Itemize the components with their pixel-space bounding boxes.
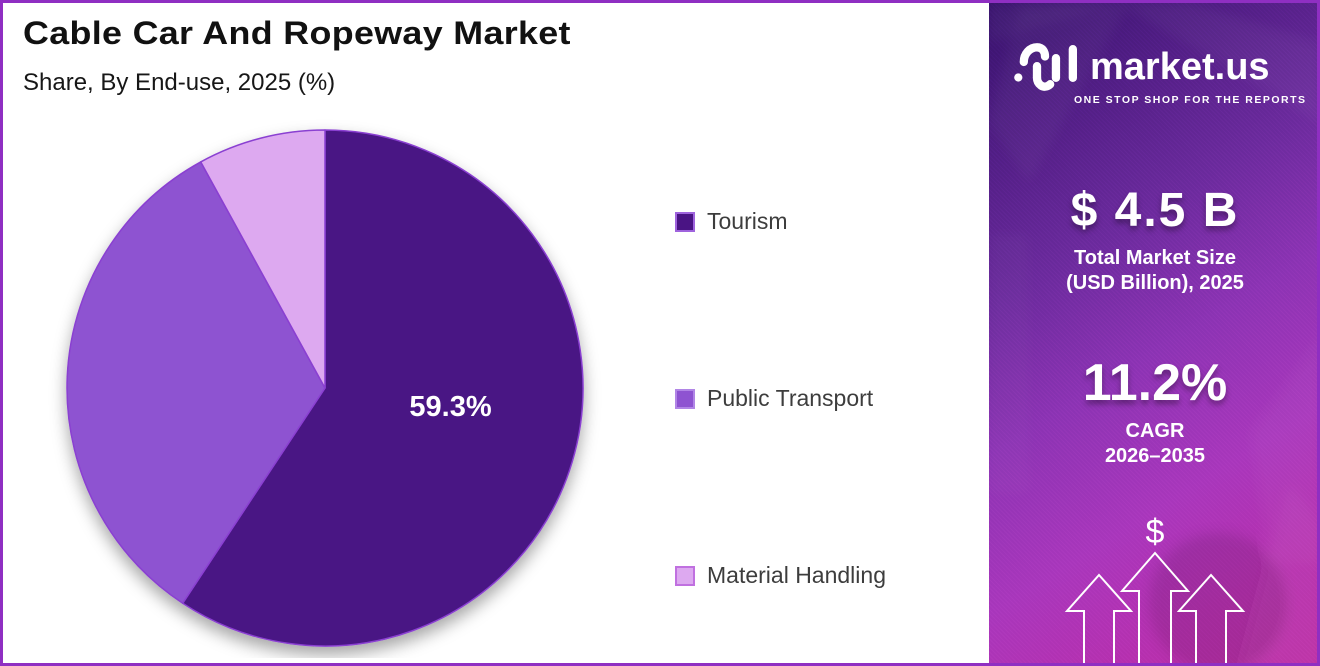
svg-text:$: $	[1146, 513, 1165, 551]
svg-text:59.3%: 59.3%	[409, 391, 491, 423]
